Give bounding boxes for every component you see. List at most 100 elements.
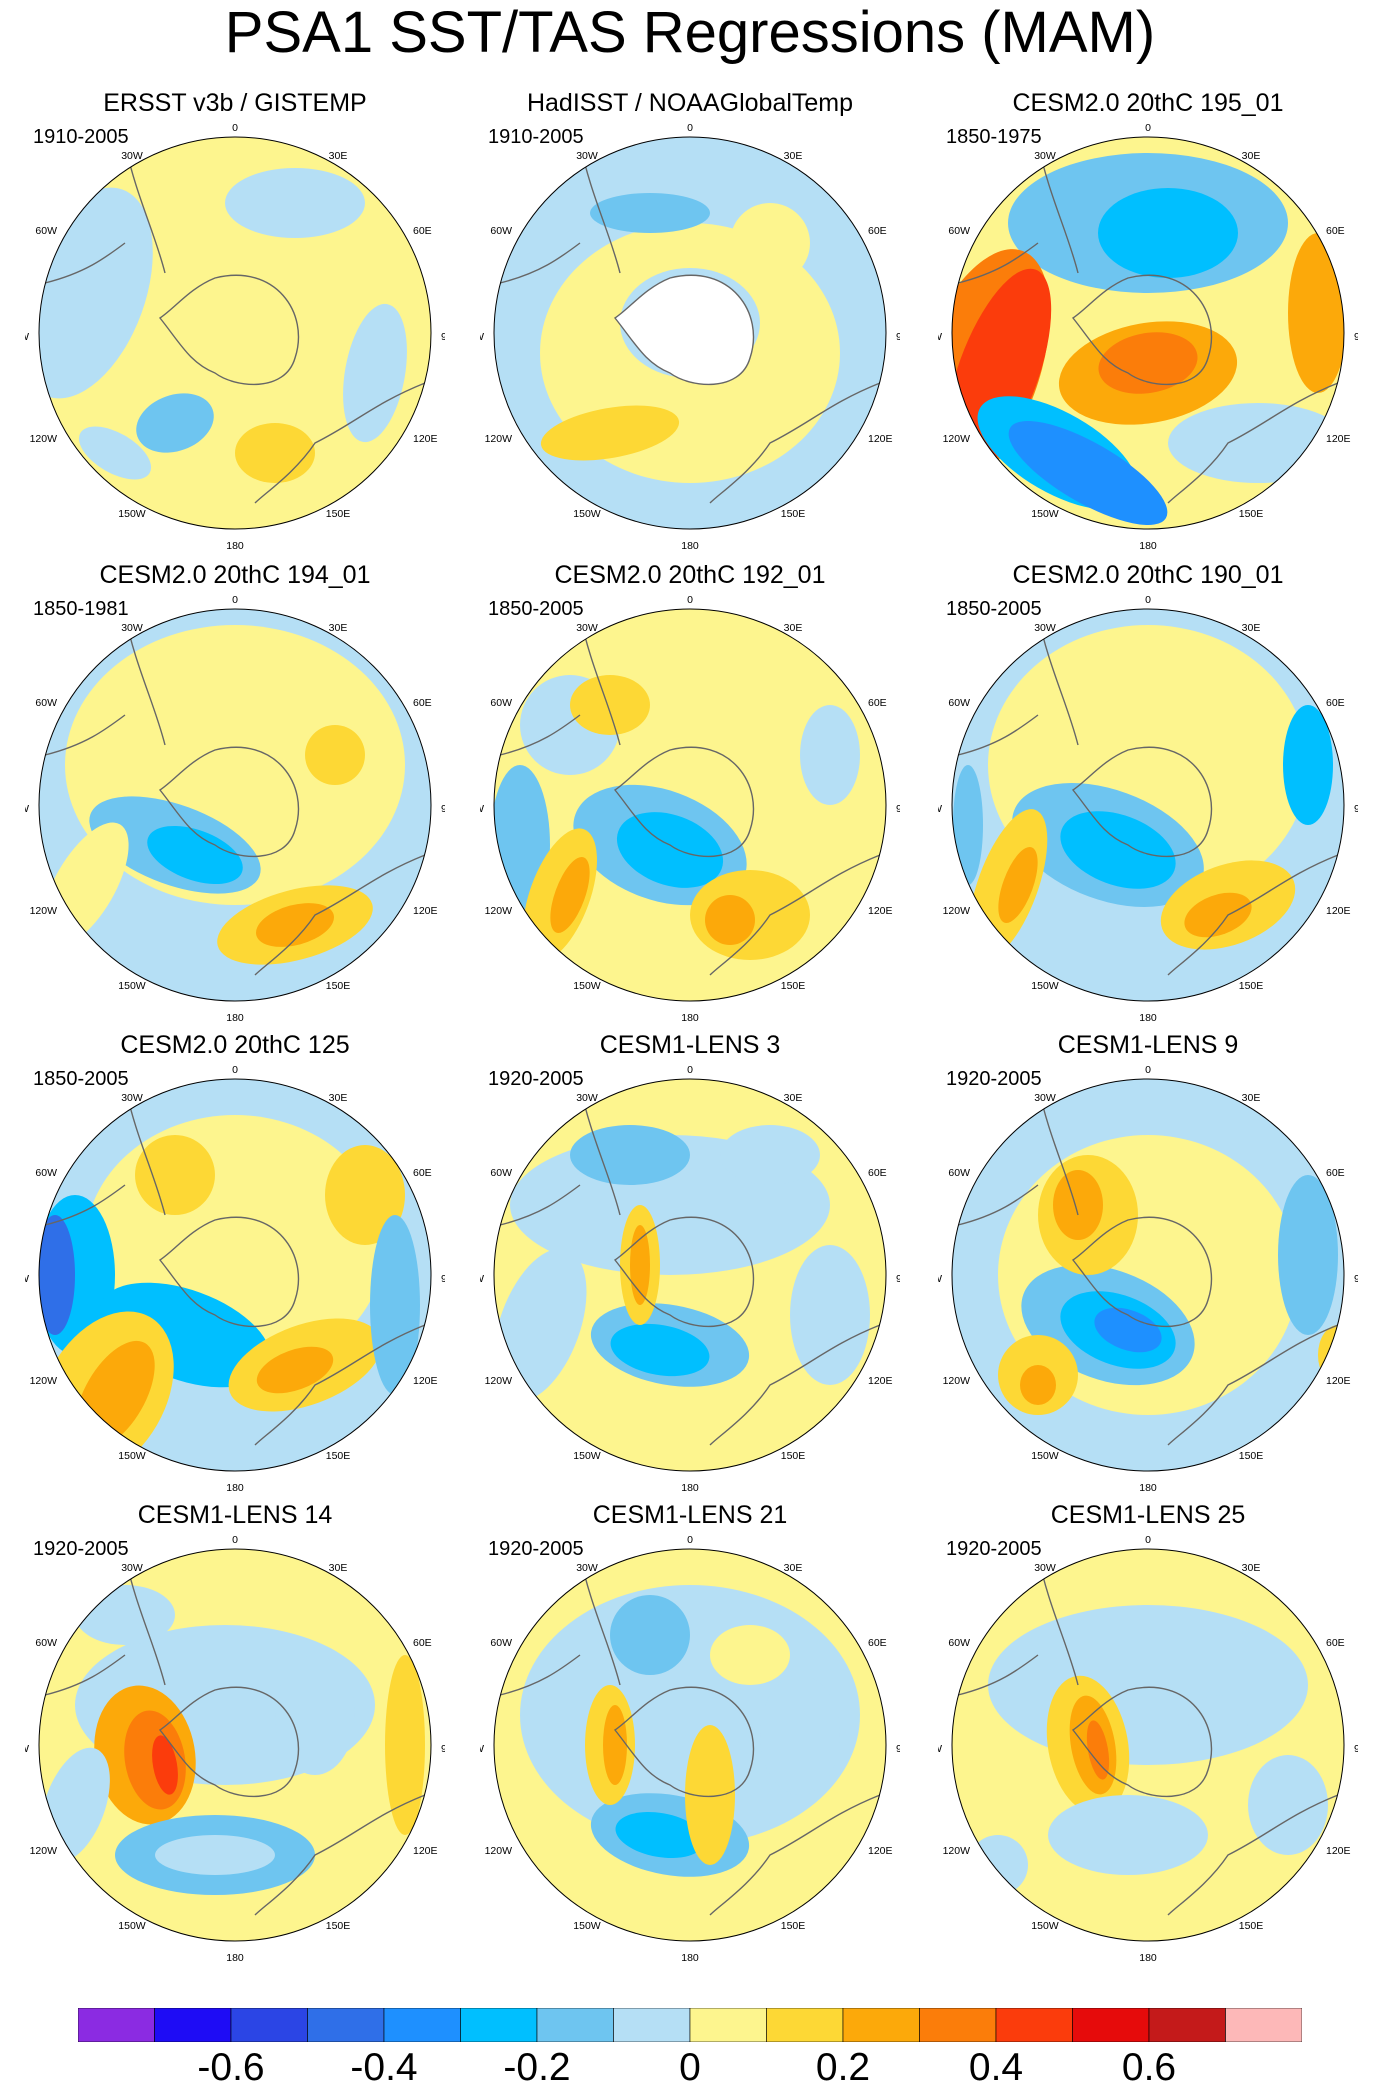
panel-title: CESM1-LENS 3	[599, 1031, 781, 1059]
longitude-label: 120E	[413, 1845, 438, 1857]
longitude-label: 180	[1139, 540, 1157, 552]
map-panel: ERSST v3b / GISTEMP 0 30E 60E 90E 120E 150E 180…	[25, 88, 445, 558]
longitude-label: 30E	[1242, 1562, 1261, 1574]
colorbar-swatch	[1072, 2008, 1150, 2042]
longitude-label: 120W	[943, 905, 971, 917]
longitude-label: 60E	[1326, 1637, 1345, 1649]
longitude-label: 120E	[868, 433, 893, 445]
colorbar-swatch	[230, 2008, 308, 2042]
map-panel: CESM2.0 20thC 195_01 0 30E 60E 90E 120E 150E 18…	[938, 88, 1358, 558]
longitude-label: 0	[687, 1064, 693, 1076]
longitude-label: 180	[226, 1952, 244, 1964]
longitude-label: 0	[232, 122, 238, 134]
panel-title: ERSST v3b / GISTEMP	[103, 89, 367, 117]
polar-stereographic-map: 0 30E 60E 90E 120E 150E 180 150W 120W 90W 60W 30W	[480, 1064, 900, 1494]
longitude-label: 0	[1145, 1064, 1151, 1076]
longitude-label: 60E	[1326, 225, 1345, 237]
colorbar-swatch	[689, 2008, 767, 2042]
longitude-label: 150W	[118, 508, 146, 520]
longitude-label: 150E	[326, 980, 351, 992]
longitude-label: 120E	[413, 1375, 438, 1387]
polar-stereographic-map: 0 30E 60E 90E 120E 150E 180 150W 120W 90W 60W 30W	[480, 1534, 900, 1964]
antarctica-coastline	[158, 746, 300, 858]
longitude-label: 60W	[490, 1637, 512, 1649]
longitude-label: 150E	[326, 508, 351, 520]
colorbar-swatch	[613, 2008, 691, 2042]
antarctica-coastline	[158, 274, 300, 386]
panel-title: CESM2.0 20thC 192_01	[554, 561, 826, 589]
longitude-label: 90W	[938, 803, 942, 815]
longitude-label: 150E	[781, 508, 806, 520]
longitude-label: 60E	[868, 1637, 887, 1649]
longitude-label: 60E	[413, 1167, 432, 1179]
longitude-label: 90E	[441, 1273, 445, 1285]
longitude-label: 120W	[485, 1375, 513, 1387]
colorbar	[78, 2008, 1302, 2042]
longitude-label: 120E	[1326, 1375, 1351, 1387]
longitude-label: 90W	[938, 1743, 942, 1755]
longitude-label: 150W	[1031, 1450, 1059, 1462]
longitude-label: 60E	[868, 1167, 887, 1179]
panel-years: 1850-2005	[946, 598, 1042, 620]
longitude-label: 30E	[784, 622, 803, 634]
longitude-label: 180	[681, 1012, 699, 1024]
longitude-label: 60E	[868, 697, 887, 709]
polar-stereographic-map: 0 30E 60E 90E 120E 150E 180 150W 120W 90W 60W 30W	[938, 594, 1358, 1024]
longitude-label: 60W	[35, 1637, 57, 1649]
longitude-label: 150W	[118, 980, 146, 992]
longitude-label: 90E	[1354, 1743, 1358, 1755]
longitude-label: 120W	[943, 433, 971, 445]
antarctica-coastline	[1071, 746, 1213, 858]
longitude-label: 30W	[576, 622, 598, 634]
panel-title: CESM1-LENS 21	[592, 1501, 788, 1529]
longitude-label: 150E	[781, 1450, 806, 1462]
map-panel: CESM1-LENS 3 0 30E 60E 90E 120E 150E 180 150W 120…	[480, 1030, 900, 1500]
longitude-label: 60E	[413, 1637, 432, 1649]
longitude-label: 180	[226, 540, 244, 552]
longitude-label: 150W	[118, 1920, 146, 1932]
polar-stereographic-map: 0 30E 60E 90E 120E 150E 180 150W 120W 90W 60W 30W	[938, 1064, 1358, 1494]
longitude-label: 180	[681, 1482, 699, 1494]
longitude-label: 90E	[441, 331, 445, 343]
longitude-label: 90W	[25, 331, 29, 343]
panel-years: 1920-2005	[946, 1068, 1042, 1090]
map-panel: HadISST / NOAAGlobalTemp 0 30E 60E 90E 120E 15…	[480, 88, 900, 558]
map-panel: CESM2.0 20thC 125 0 30E 60E 90E 120E 150E 180 15…	[25, 1030, 445, 1500]
antarctica-coastline	[1071, 274, 1213, 386]
panel-title: CESM2.0 20thC 194_01	[99, 561, 371, 589]
longitude-label: 90W	[25, 803, 29, 815]
longitude-label: 0	[687, 1534, 693, 1546]
panel-years: 1920-2005	[946, 1538, 1042, 1560]
antarctica-coastline	[1071, 1216, 1213, 1328]
longitude-label: 180	[1139, 1482, 1157, 1494]
longitude-label: 60E	[413, 225, 432, 237]
longitude-label: 60E	[413, 697, 432, 709]
panel-title: CESM1-LENS 14	[137, 1501, 333, 1529]
longitude-label: 60W	[490, 225, 512, 237]
panel-years: 1850-2005	[33, 1068, 129, 1090]
panel-years: 1850-1981	[33, 598, 129, 620]
panel-title: CESM1-LENS 25	[1050, 1501, 1246, 1529]
panel-years: 1850-1975	[946, 126, 1042, 148]
longitude-label: 30E	[329, 1562, 348, 1574]
panel-years: 1910-2005	[488, 126, 584, 148]
polar-stereographic-map: 0 30E 60E 90E 120E 150E 180 150W 120W 90W 60W 30W	[25, 594, 445, 1024]
longitude-label: 150W	[573, 1920, 601, 1932]
longitude-label: 90E	[896, 331, 900, 343]
longitude-label: 60W	[490, 1167, 512, 1179]
longitude-label: 30W	[1034, 1092, 1056, 1104]
antarctica-coastline	[613, 274, 755, 386]
longitude-label: 150E	[326, 1450, 351, 1462]
longitude-label: 60E	[1326, 697, 1345, 709]
longitude-label: 0	[1145, 594, 1151, 606]
antarctica-coastline	[613, 746, 755, 858]
longitude-label: 120W	[943, 1375, 971, 1387]
polar-stereographic-map: 0 30E 60E 90E 120E 150E 180 150W 120W 90W 60W 30W	[938, 122, 1358, 552]
colorbar-tick-label: -0.6	[197, 2046, 265, 2089]
longitude-label: 180	[681, 540, 699, 552]
panel-years: 1920-2005	[33, 1538, 129, 1560]
longitude-label: 120E	[868, 1845, 893, 1857]
colorbar-tick-label: -0.4	[350, 2046, 418, 2089]
longitude-label: 120E	[413, 905, 438, 917]
longitude-label: 0	[687, 594, 693, 606]
